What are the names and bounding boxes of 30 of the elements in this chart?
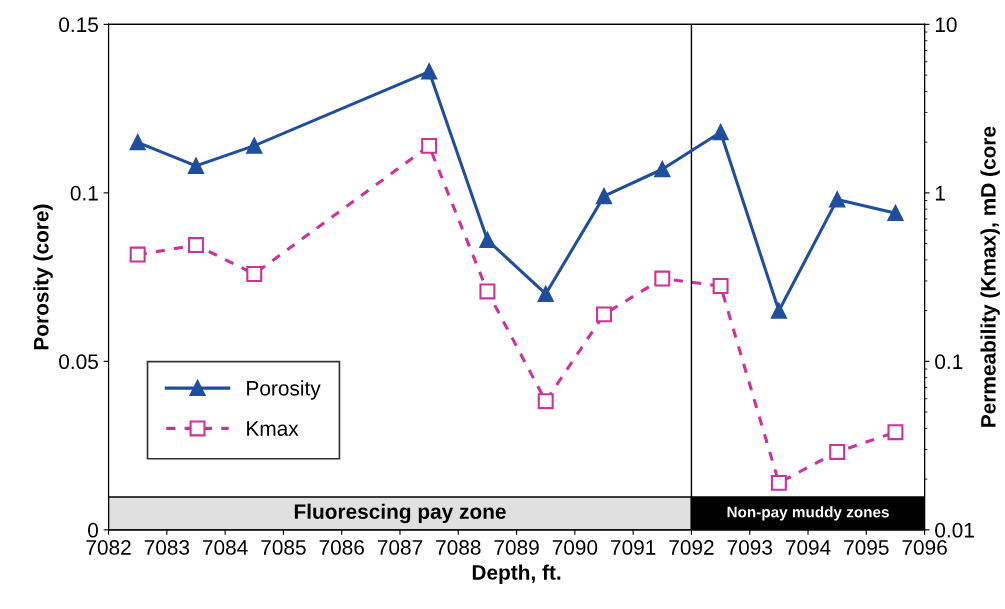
x-tick-label: 7091	[611, 540, 656, 555]
y2-tick-label: 10	[935, 17, 957, 33]
x-axis-title: Depth, ft.	[472, 564, 561, 584]
y2-tick-label: 0.1	[935, 354, 963, 370]
x-tick-label: 7085	[261, 540, 306, 555]
x-tick-label: 7088	[436, 540, 481, 555]
x-tick-label: 7083	[144, 540, 190, 555]
x-tick-label: 7082	[86, 540, 131, 555]
y-axis-title: Porosity (core)	[33, 204, 53, 350]
x-tick-label: 7086	[319, 540, 364, 555]
x-tick-label: 7096	[902, 540, 947, 555]
legend-label: Kmax	[247, 421, 299, 436]
x-tick-label: 7084	[203, 540, 248, 555]
x-tick-label: 7089	[494, 540, 539, 555]
x-tick-label: 7093	[727, 540, 772, 555]
band-label: Fluorescing pay zone	[294, 503, 506, 524]
band-label: Non-pay muddy zones	[727, 506, 889, 521]
y2-tick-label: 0.01	[935, 522, 974, 538]
y-tick-label: 0	[88, 522, 98, 538]
legend-label: Porosity	[247, 380, 321, 400]
y2-tick-label: 1	[935, 186, 945, 201]
x-tick-label: 7090	[552, 540, 598, 555]
y-tick-label: 0.05	[59, 354, 98, 370]
x-tick-label: 7094	[785, 540, 831, 555]
y-tick-label: 0.1	[70, 185, 98, 201]
x-tick-label: 7095	[844, 540, 889, 555]
y-tick-label: 0.15	[59, 17, 98, 33]
x-tick-label: 7092	[669, 540, 714, 555]
x-tick-label: 7087	[377, 540, 423, 555]
y2-axis-title: Permeability (Kmax), mD (core	[980, 126, 1000, 427]
